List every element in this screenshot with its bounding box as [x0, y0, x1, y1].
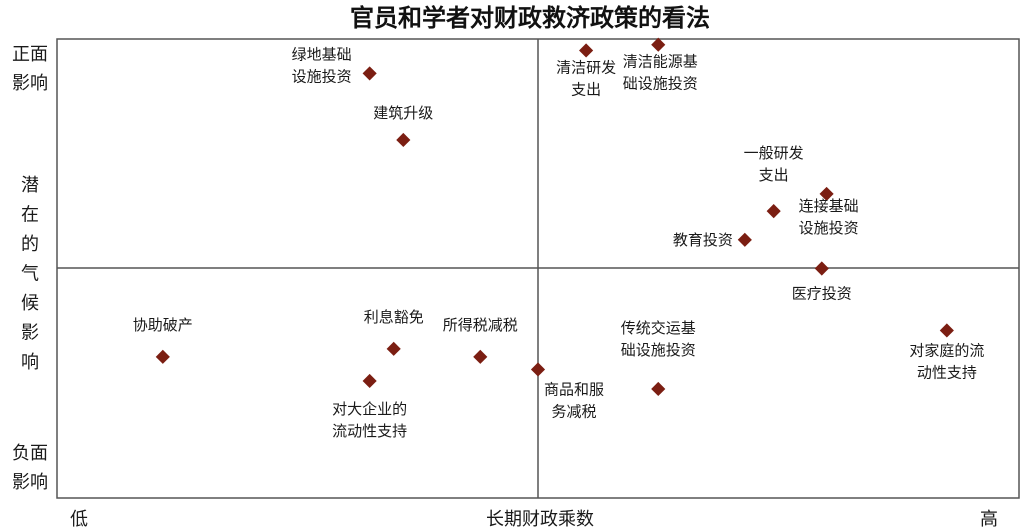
y-mid-label: 影	[21, 323, 39, 344]
data-point-marker	[651, 37, 666, 52]
y-bottom-label: 负面	[12, 443, 48, 464]
chart-title: 官员和学者对财政救济政策的看法	[350, 4, 710, 32]
data-point-marker	[579, 43, 594, 58]
y-mid-label: 响	[21, 352, 39, 373]
point-label: 设施投资	[799, 219, 859, 237]
data-point-marker	[814, 261, 829, 276]
y-top-label: 正面	[12, 44, 48, 65]
data-point-marker	[819, 186, 834, 201]
point-label: 传统交运基	[621, 319, 696, 337]
x-axis-label: 长期财政乘数	[486, 509, 594, 530]
y-bottom-label: 影响	[12, 472, 48, 493]
point-label: 商品和服	[544, 380, 604, 398]
data-point-marker	[766, 204, 781, 219]
point-labels: 绿地基础设施投资建筑升级清洁研发支出清洁能源基础设施投资一般研发支出连接基础设施…	[133, 45, 985, 440]
x-axis-low-label: 低	[70, 509, 88, 530]
point-label: 支出	[759, 166, 789, 184]
data-point-marker	[737, 232, 752, 247]
point-label: 医疗投资	[792, 285, 852, 303]
y-mid-label: 气	[21, 264, 39, 285]
y-mid-label: 候	[21, 293, 39, 314]
point-label: 对大企业的	[332, 400, 407, 418]
data-point-marker	[473, 349, 488, 364]
point-label: 清洁研发	[556, 58, 616, 76]
point-label: 所得税减税	[443, 316, 518, 334]
data-point-marker	[939, 323, 954, 338]
point-label: 础设施投资	[621, 341, 696, 359]
data-point-marker	[396, 132, 411, 148]
y-top-label: 影响	[12, 73, 48, 94]
point-label: 清洁能源基	[623, 53, 698, 71]
x-axis-high-label: 高	[980, 509, 998, 530]
point-label: 协助破产	[133, 316, 193, 334]
point-label: 动性支持	[917, 363, 977, 381]
y-mid-label: 的	[21, 234, 39, 255]
y-mid-label: 在	[21, 205, 39, 226]
point-label: 流动性支持	[332, 422, 407, 440]
point-label: 连接基础	[799, 197, 859, 215]
point-label: 设施投资	[292, 67, 352, 85]
data-point-marker	[155, 349, 170, 364]
y-mid-label: 潜	[21, 175, 39, 196]
point-label: 支出	[571, 80, 601, 98]
data-point-marker	[651, 381, 666, 397]
point-label: 务减税	[551, 402, 596, 420]
data-point-marker	[530, 362, 546, 377]
data-points	[155, 37, 954, 397]
data-point-marker	[386, 341, 401, 356]
point-label: 利息豁免	[364, 308, 424, 326]
point-label: 建筑升级	[373, 104, 433, 122]
point-label: 础设施投资	[623, 75, 698, 93]
point-label: 绿地基础	[292, 45, 352, 63]
data-point-marker	[362, 66, 377, 81]
point-label: 一般研发	[744, 144, 804, 162]
data-point-marker	[362, 373, 377, 389]
point-label: 对家庭的流	[909, 341, 984, 359]
point-label: 教育投资	[673, 231, 733, 249]
